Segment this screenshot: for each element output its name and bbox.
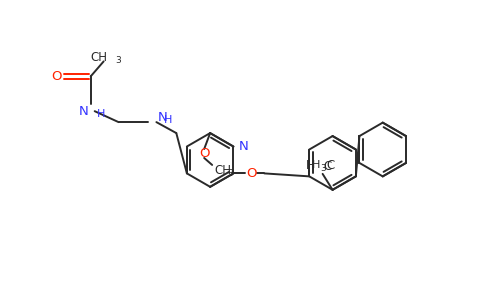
Text: O: O xyxy=(52,70,62,83)
Text: 3: 3 xyxy=(320,164,326,173)
Text: H: H xyxy=(97,109,105,119)
Text: 3: 3 xyxy=(227,169,233,178)
Text: 3: 3 xyxy=(116,56,121,65)
Text: N: N xyxy=(79,105,89,118)
Text: CH: CH xyxy=(214,164,231,177)
Text: N: N xyxy=(239,140,248,153)
Text: C: C xyxy=(323,160,332,173)
Text: H: H xyxy=(312,160,320,170)
Text: CH: CH xyxy=(91,51,107,64)
Text: H: H xyxy=(165,115,173,125)
Text: O: O xyxy=(199,148,210,160)
Text: C: C xyxy=(327,159,335,172)
Text: O: O xyxy=(246,167,257,180)
Text: N: N xyxy=(157,111,167,124)
Text: H: H xyxy=(306,159,315,172)
